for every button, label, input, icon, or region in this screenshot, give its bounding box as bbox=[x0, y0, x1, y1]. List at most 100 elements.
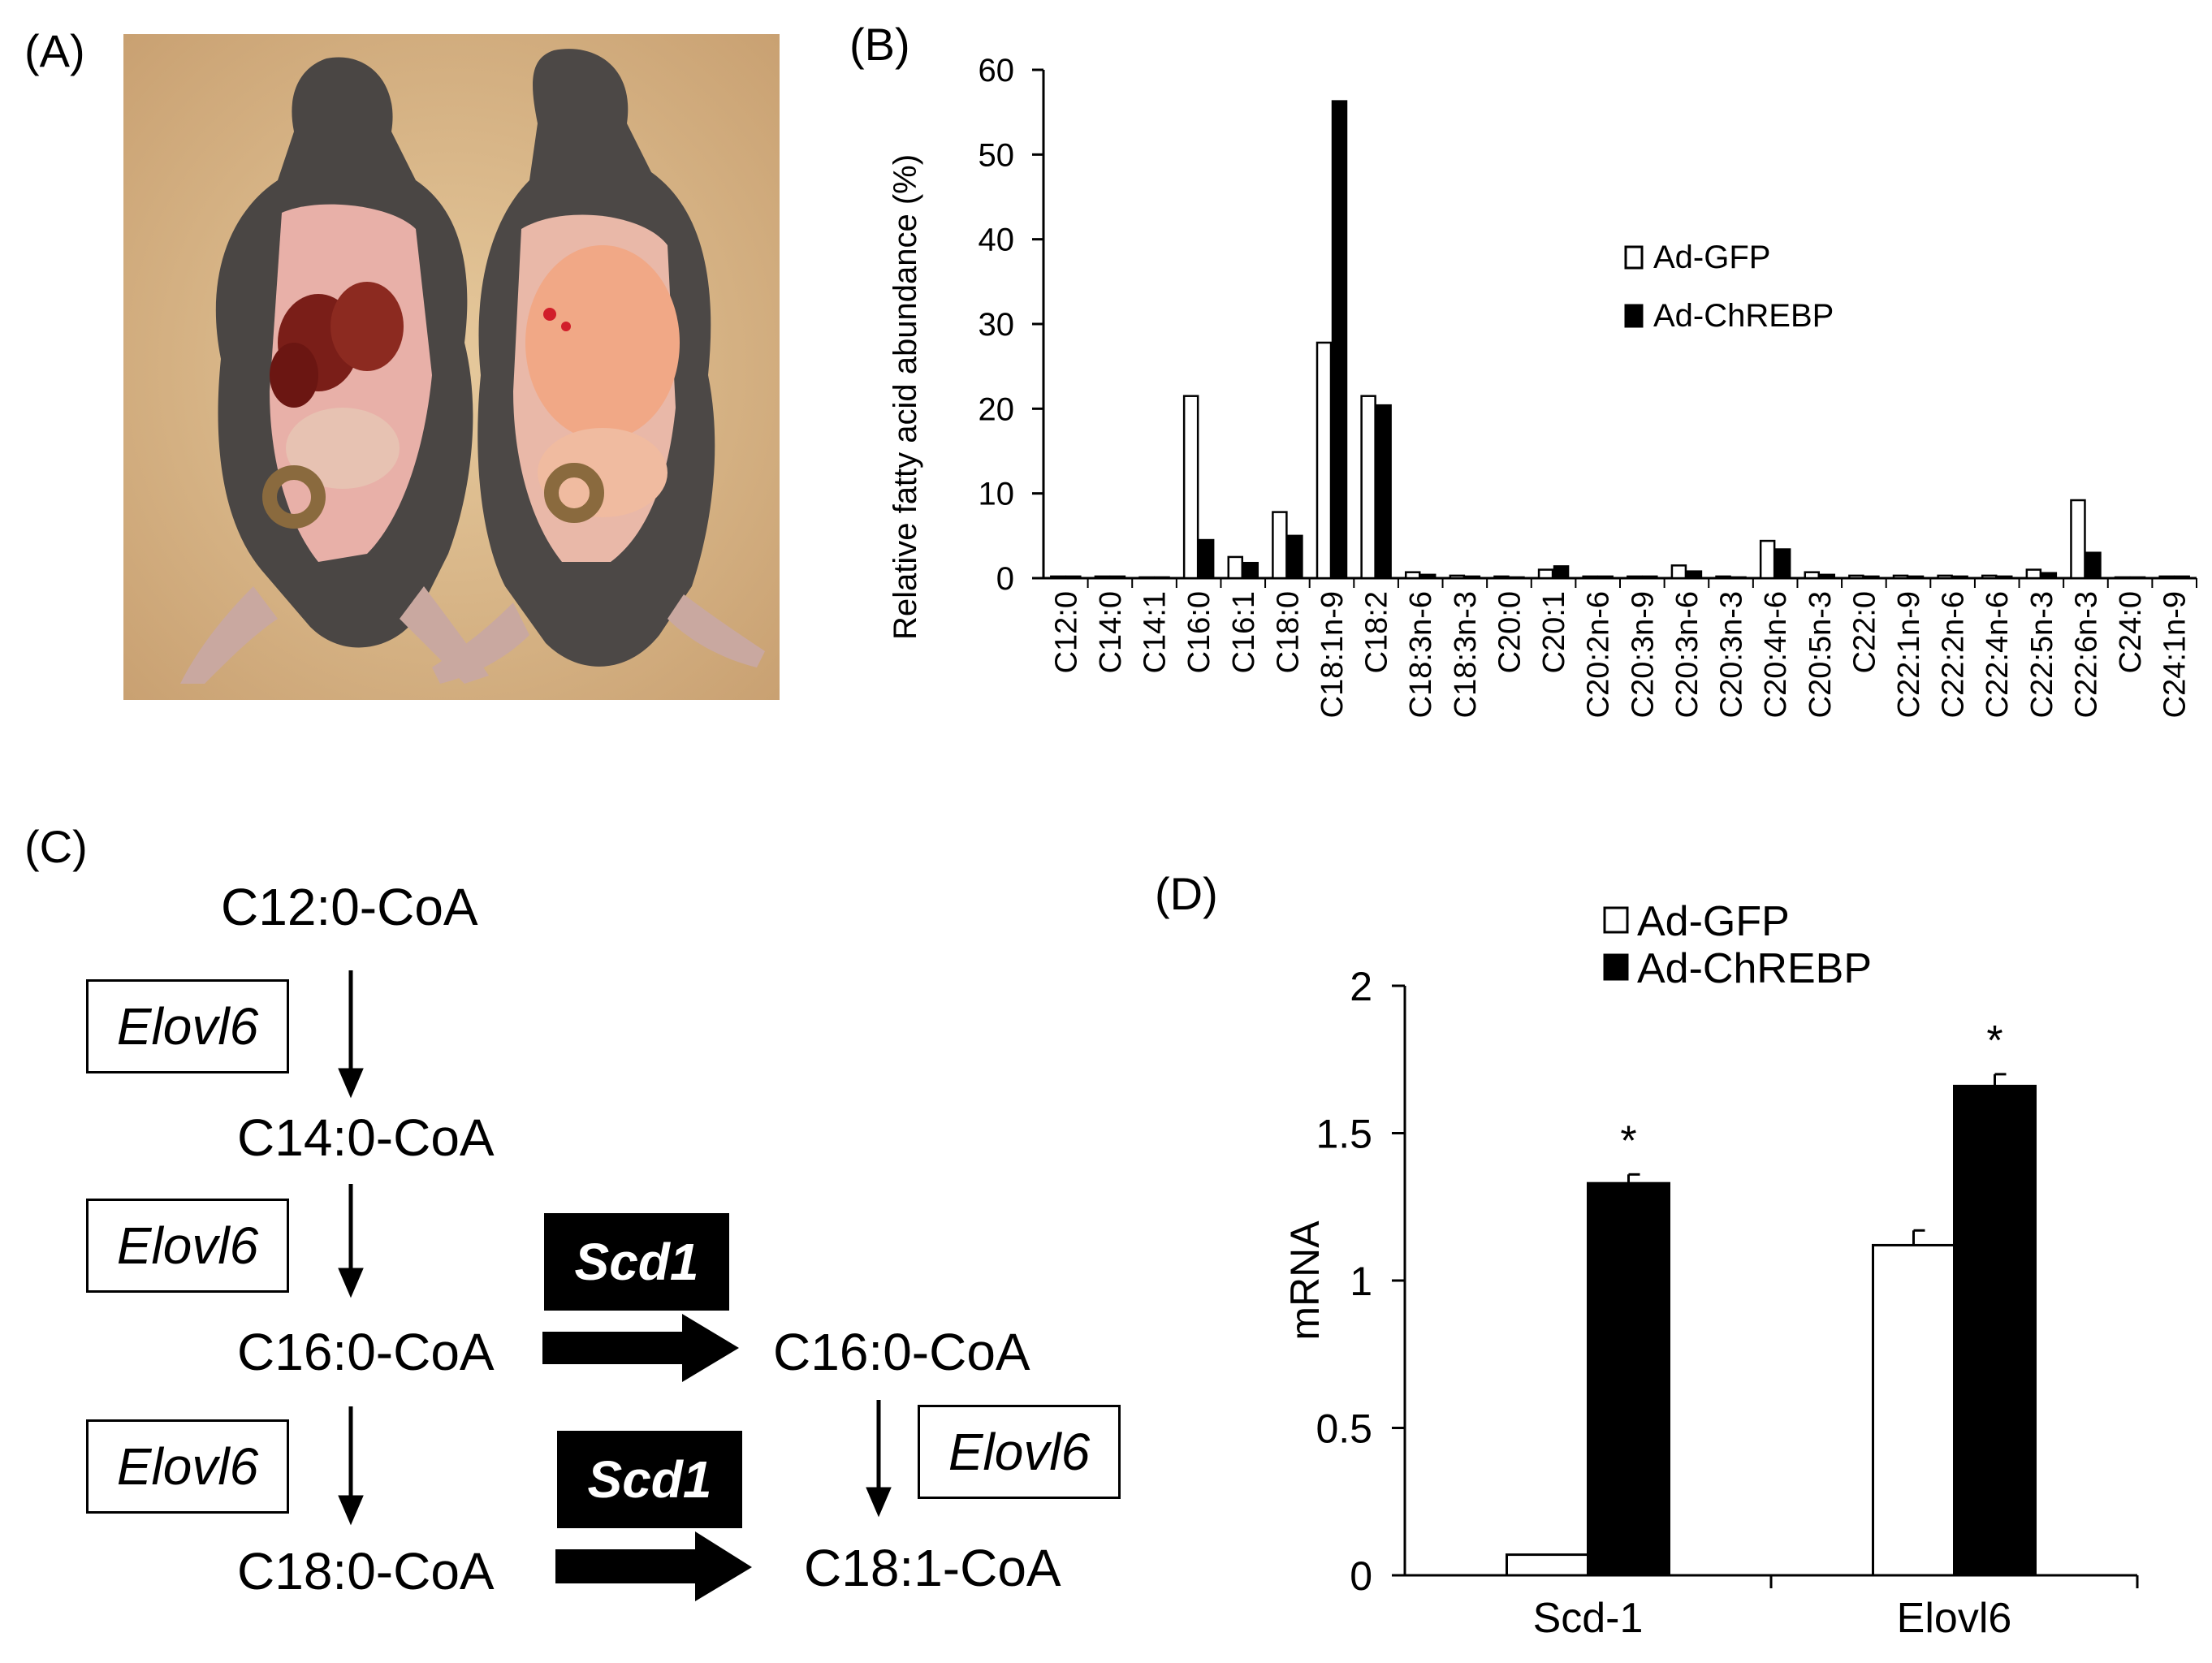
significance-star: * bbox=[1986, 1017, 2002, 1065]
bar-ad-gfp-9 bbox=[1449, 574, 1466, 580]
metabolite-c12: C12:0-CoA bbox=[221, 878, 478, 936]
x-tick-label: C24:0 bbox=[2114, 591, 2148, 673]
bar-ad-chrebp-10 bbox=[1509, 576, 1525, 580]
x-tick-label: C20:3n-9 bbox=[1626, 591, 1660, 718]
metabolite-c16-1: C16:0-CoA bbox=[773, 1323, 1030, 1381]
bar-ad-chrebp-20 bbox=[1952, 575, 1968, 580]
x-tick-label: C24:1n-9 bbox=[2158, 591, 2193, 718]
bar-ad-gfp-4 bbox=[1227, 555, 1244, 580]
bar-ad-gfp-1 bbox=[1094, 575, 1111, 580]
bar-ad-gfp-13 bbox=[1627, 575, 1643, 580]
bar-ad-chrebp-8 bbox=[1419, 573, 1437, 580]
x-tick-label: C18:1n-9 bbox=[1316, 591, 1350, 718]
bar-ad-gfp-scd-1 bbox=[1506, 1553, 1589, 1577]
x-tick-label: Scd-1 bbox=[1533, 1595, 1644, 1642]
y-axis-label: mRNA bbox=[1282, 1220, 1328, 1341]
x-tick-label: C18:0 bbox=[1271, 591, 1305, 673]
legend-swatch-ad-gfp bbox=[1624, 245, 1644, 270]
mouse-dissection-photo bbox=[123, 34, 780, 700]
bar-ad-gfp-23 bbox=[2070, 499, 2086, 580]
x-tick-label: C20:3n-3 bbox=[1715, 591, 1749, 718]
bar-ad-chrebp-14 bbox=[1686, 570, 1703, 580]
y-tick-label: 0 bbox=[996, 561, 1014, 597]
bar-ad-chrebp-22 bbox=[2041, 572, 2058, 580]
x-tick-label: C16:1 bbox=[1227, 591, 1261, 673]
bar-ad-gfp-12 bbox=[1582, 575, 1598, 580]
bar-ad-gfp-0 bbox=[1050, 575, 1066, 580]
y-tick-label: 20 bbox=[979, 391, 1015, 427]
bar-ad-gfp-11 bbox=[1537, 568, 1554, 580]
bar-ad-chrebp-25 bbox=[2174, 575, 2190, 580]
x-tick-label: C16:0 bbox=[1182, 591, 1216, 673]
bar-ad-chrebp-23 bbox=[2085, 551, 2102, 580]
bar-ad-gfp-6 bbox=[1316, 341, 1333, 580]
bar-ad-chrebp-0 bbox=[1065, 575, 1082, 580]
bar-ad-gfp-25 bbox=[2158, 575, 2175, 580]
bar-ad-gfp-15 bbox=[1715, 575, 1731, 580]
bar-ad-chrebp-3 bbox=[1198, 538, 1215, 580]
bar-ad-chrebp-24 bbox=[2129, 576, 2146, 580]
y-tick-label: 30 bbox=[979, 307, 1015, 343]
y-tick-label: 50 bbox=[979, 137, 1015, 173]
enzyme-box-elovl6-3: Elovl6 bbox=[86, 1419, 289, 1514]
arrow-head-4 bbox=[866, 1487, 892, 1518]
left-mouse-shape bbox=[180, 57, 489, 684]
legend-label-ad-gfp: Ad-GFP bbox=[1637, 898, 1790, 945]
bar-ad-gfp-24 bbox=[2114, 576, 2131, 580]
scd1-arrow-2 bbox=[555, 1531, 752, 1601]
bar-ad-chrebp-scd-1 bbox=[1587, 1181, 1670, 1577]
mouse-photo-drawing bbox=[123, 34, 780, 700]
x-tick-label: C22:5n-3 bbox=[2025, 591, 2059, 718]
x-tick-label: C14:0 bbox=[1094, 591, 1128, 673]
panel-label-d: (D) bbox=[1155, 868, 1218, 919]
bar-ad-gfp-elovl6 bbox=[1872, 1243, 1955, 1577]
bar-ad-chrebp-19 bbox=[1907, 575, 1925, 580]
bar-ad-chrebp-11 bbox=[1553, 565, 1570, 580]
legend-label-ad-gfp: Ad-GFP bbox=[1653, 240, 1770, 275]
metabolite-c16: C16:0-CoA bbox=[237, 1323, 495, 1381]
bar-ad-gfp-17 bbox=[1804, 571, 1821, 580]
metabolite-c14: C14:0-CoA bbox=[237, 1108, 495, 1167]
x-tick-label: C12:0 bbox=[1049, 591, 1083, 673]
metabolite-c18: C18:0-CoA bbox=[237, 1542, 495, 1600]
y-tick-label: 10 bbox=[979, 477, 1015, 512]
bar-ad-chrebp-13 bbox=[1642, 575, 1658, 580]
bar-ad-gfp-2 bbox=[1138, 576, 1155, 580]
bar-ad-chrebp-15 bbox=[1730, 576, 1747, 580]
y-tick-label: 0.5 bbox=[1316, 1406, 1372, 1452]
enzyme-box-elovl6-4: Elovl6 bbox=[918, 1405, 1121, 1499]
y-tick-label: 2 bbox=[1350, 964, 1372, 1009]
bar-ad-gfp-10 bbox=[1493, 575, 1510, 580]
bar-ad-chrebp-4 bbox=[1242, 561, 1259, 580]
bar-ad-chrebp-9 bbox=[1464, 575, 1481, 580]
enzyme-box-scd1-2: Scd1 bbox=[557, 1431, 742, 1528]
x-tick-label: Elovl6 bbox=[1897, 1595, 2012, 1642]
bar-ad-chrebp-16 bbox=[1774, 548, 1791, 580]
x-tick-label: C18:3n-6 bbox=[1404, 591, 1438, 718]
scd1-arrow-1 bbox=[542, 1314, 739, 1382]
legend-swatch-ad-chrebp bbox=[1624, 304, 1644, 328]
x-tick-label: C18:2 bbox=[1360, 591, 1394, 673]
bar-ad-gfp-7 bbox=[1360, 395, 1376, 580]
y-tick-label: 60 bbox=[979, 53, 1015, 89]
y-tick-label: 40 bbox=[979, 222, 1015, 258]
bar-ad-gfp-22 bbox=[2025, 568, 2042, 580]
x-tick-label: C20:2n-6 bbox=[1582, 591, 1616, 718]
enzyme-box-elovl6-2: Elovl6 bbox=[86, 1199, 289, 1293]
panel-label-b: (B) bbox=[849, 19, 910, 70]
enzyme-box-elovl6-1: Elovl6 bbox=[86, 979, 289, 1073]
panel-label-a: (A) bbox=[24, 25, 85, 76]
bar-ad-chrebp-elovl6 bbox=[1953, 1084, 2037, 1577]
y-axis-label: Relative fatty acid abundance (%) bbox=[888, 154, 923, 640]
x-tick-label: C20:5n-3 bbox=[1804, 591, 1838, 718]
bar-ad-gfp-14 bbox=[1670, 564, 1687, 580]
x-tick-label: C20:3n-6 bbox=[1670, 591, 1704, 718]
bar-ad-gfp-20 bbox=[1937, 574, 1953, 580]
x-tick-label: C20:1 bbox=[1537, 591, 1571, 673]
bar-ad-chrebp-7 bbox=[1376, 404, 1392, 580]
right-mouse-shape bbox=[432, 49, 765, 684]
legend-label-ad-chrebp: Ad-ChREBP bbox=[1637, 945, 1872, 992]
x-tick-label: C14:1 bbox=[1138, 591, 1173, 673]
bar-ad-chrebp-6 bbox=[1331, 100, 1348, 580]
legend-label-ad-chrebp: Ad-ChREBP bbox=[1653, 298, 1834, 334]
